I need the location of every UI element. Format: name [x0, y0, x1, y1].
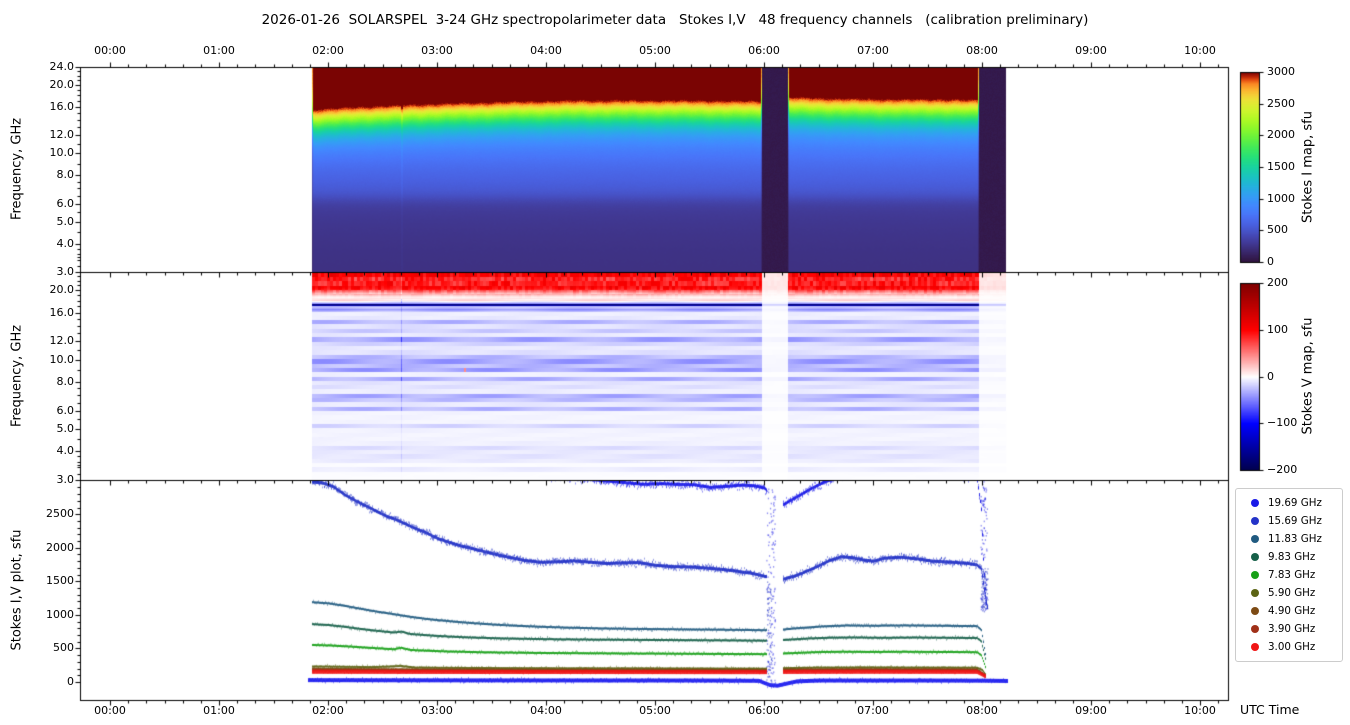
panel2-freq-tick: 12.0	[49, 334, 75, 348]
bottom-time-tick: 00:00	[94, 704, 126, 717]
colorbar-v-tick: 200	[1267, 276, 1288, 289]
legend-entry: 3.00 GHz	[1236, 638, 1342, 656]
panel2-freq-tick: 10.0	[49, 352, 75, 366]
legend-entry: 19.69 GHz	[1236, 494, 1342, 512]
panel1-freq-tick: 10.0	[49, 146, 75, 160]
legend-label: 15.69 GHz	[1268, 515, 1322, 527]
colorbar-i-tick: 1000	[1267, 191, 1295, 205]
colorbar-v-tick: 100	[1267, 322, 1288, 336]
legend-marker-icon	[1251, 589, 1259, 597]
bottom-time-tick: 03:00	[421, 704, 453, 717]
bottom-time-tick: 06:00	[748, 704, 780, 717]
legend-marker-icon	[1251, 625, 1259, 633]
colorbar-i-tick: 0	[1267, 255, 1274, 268]
bottom-time-tick: 07:00	[857, 704, 889, 717]
legend-entry: 5.90 GHz	[1236, 584, 1342, 602]
colorbar-stokes-i-label: Stokes I map, sfu	[1300, 111, 1316, 223]
panel3-sfu-tick: 1500	[46, 574, 74, 588]
panel3-sfu-tick: 500	[53, 641, 74, 655]
top-time-tick: 06:00	[748, 44, 780, 57]
panel1-freq-tick: 4.0	[56, 236, 75, 250]
legend-label: 3.00 GHz	[1268, 641, 1316, 653]
top-time-tick: 00:00	[94, 44, 126, 57]
colorbar-i-tick: 1500	[1267, 160, 1295, 173]
top-time-tick: 01:00	[203, 44, 235, 57]
legend-marker-icon	[1251, 553, 1259, 561]
legend-label: 5.90 GHz	[1268, 587, 1316, 599]
figure-title: 2026-01-26 SOLARSPEL 3-24 GHz spectropol…	[261, 12, 1089, 28]
legend-marker-icon	[1251, 643, 1259, 651]
bottom-time-tick: 08:00	[966, 704, 998, 717]
bottom-time-tick: 10:00	[1184, 704, 1216, 717]
panel2-freq-tick: 8.0	[56, 374, 75, 388]
panel2-freq-tick: 4.0	[56, 444, 75, 458]
colorbar-i-tick: 2500	[1267, 96, 1295, 110]
legend-label: 9.83 GHz	[1268, 551, 1316, 563]
legend-marker-icon	[1251, 499, 1259, 507]
legend-marker-icon	[1251, 607, 1259, 615]
legend-marker-icon	[1251, 571, 1259, 579]
top-time-tick: 04:00	[530, 44, 562, 57]
panel3-sfu-tick: 2000	[46, 540, 74, 554]
colorbar-v-tick: −200	[1267, 463, 1298, 476]
bottom-time-tick: 02:00	[312, 704, 344, 717]
legend-entry: 11.83 GHz	[1236, 530, 1342, 548]
panel1-ylabel: Frequency, GHz	[9, 117, 25, 221]
panel1-freq-tick: 24.0	[49, 60, 75, 73]
top-time-tick: 02:00	[312, 44, 344, 57]
legend-entry: 15.69 GHz	[1236, 512, 1342, 530]
legend-marker-icon	[1251, 535, 1259, 543]
legend-label: 4.90 GHz	[1268, 605, 1316, 617]
legend: 19.69 GHz 15.69 GHz 11.83 GHz 9.83 GHz 7.83 …	[1235, 488, 1343, 662]
panel2-freq-tick: 3.0	[56, 473, 75, 486]
panel2-freq-tick: 20.0	[49, 283, 75, 297]
panel1-freq-tick: 3.0	[56, 265, 75, 278]
panel1-freq-tick: 6.0	[56, 196, 75, 210]
colorbar-v-tick: −100	[1267, 416, 1298, 430]
legend-marker-icon	[1251, 517, 1259, 525]
top-time-tick: 03:00	[421, 44, 453, 57]
panel3-sfu-tick: 0	[67, 675, 74, 688]
panel2-ylabel: Frequency, GHz	[9, 324, 25, 428]
legend-label: 11.83 GHz	[1268, 533, 1322, 545]
legend-entry: 9.83 GHz	[1236, 548, 1342, 566]
bottom-time-tick: 09:00	[1075, 704, 1107, 717]
bottom-time-tick: 01:00	[203, 704, 235, 717]
top-time-tick: 07:00	[857, 44, 889, 57]
legend-label: 19.69 GHz	[1268, 497, 1322, 509]
bottom-time-tick: 05:00	[639, 704, 671, 717]
utc-time-label: UTC Time	[1240, 702, 1300, 717]
colorbar-i-tick: 2000	[1267, 128, 1295, 142]
bottom-time-tick: 04:00	[530, 704, 562, 717]
legend-label: 7.83 GHz	[1268, 569, 1316, 581]
legend-label: 3.90 GHz	[1268, 623, 1316, 635]
colorbar-stokes-v-label: Stokes V map, sfu	[1300, 317, 1316, 435]
panel2-freq-tick: 5.0	[56, 421, 75, 435]
colorbar-i-tick: 3000	[1267, 65, 1295, 78]
panel3-sfu-tick: 2500	[46, 507, 74, 521]
legend-entry: 3.90 GHz	[1236, 620, 1342, 638]
panel1-freq-tick: 16.0	[49, 99, 75, 113]
panel3-sfu-tick: 1000	[46, 607, 74, 621]
legend-entry: 4.90 GHz	[1236, 602, 1342, 620]
panel1-freq-tick: 5.0	[56, 214, 75, 228]
panel2-freq-tick: 16.0	[49, 305, 75, 319]
top-time-tick: 08:00	[966, 44, 998, 57]
panel1-freq-tick: 12.0	[49, 128, 75, 142]
legend-entry: 7.83 GHz	[1236, 566, 1342, 584]
top-time-tick: 10:00	[1184, 44, 1216, 57]
panel3-ylabel: Stokes I,V plot, sfu	[9, 529, 25, 651]
colorbar-v-tick: 0	[1267, 369, 1274, 383]
panel1-freq-tick: 8.0	[56, 168, 75, 182]
colorbar-i-tick: 500	[1267, 223, 1288, 237]
top-time-tick: 05:00	[639, 44, 671, 57]
panel1-freq-tick: 20.0	[49, 77, 75, 91]
panel2-freq-tick: 6.0	[56, 403, 75, 417]
top-time-tick: 09:00	[1075, 44, 1107, 57]
